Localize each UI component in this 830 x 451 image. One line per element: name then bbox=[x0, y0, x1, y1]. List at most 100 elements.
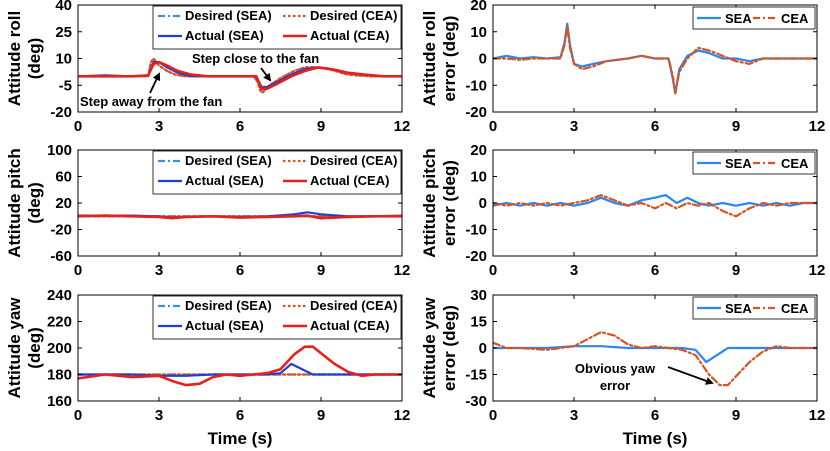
y-tick-label: 20 bbox=[55, 195, 72, 212]
x-tick-label: 9 bbox=[317, 118, 325, 135]
x-axis-label-right: Time (s) bbox=[623, 429, 688, 448]
x-tick-label: 0 bbox=[74, 118, 82, 135]
y-tick-label: -10 bbox=[465, 77, 487, 94]
legend-entry: Desired (CEA) bbox=[310, 8, 397, 23]
y-tick-label: -60 bbox=[50, 248, 72, 265]
series-group-pitch bbox=[78, 211, 402, 220]
y-tick-label: 160 bbox=[47, 393, 72, 410]
y-tick-label: 180 bbox=[47, 367, 72, 384]
legend-box bbox=[152, 295, 402, 340]
y-axis-label-line: error (deg) bbox=[440, 16, 459, 102]
legend-entry: Desired (SEA) bbox=[185, 298, 272, 313]
y-axis-label-line: Attitude yaw bbox=[5, 297, 24, 399]
series-line-cea bbox=[493, 25, 817, 95]
y-tick-label: 220 bbox=[47, 314, 72, 331]
legend-entry: Actual (CEA) bbox=[310, 318, 389, 333]
arrow-yaw-error bbox=[667, 366, 714, 385]
x-tick-label: 0 bbox=[74, 407, 82, 424]
x-tick-label: 3 bbox=[155, 262, 163, 279]
x-tick-label: 9 bbox=[317, 262, 325, 279]
series-line-actual-cea bbox=[78, 60, 402, 91]
legend-box bbox=[152, 5, 402, 50]
y-axis-label-line: (deg) bbox=[25, 327, 44, 369]
y-axis-label-line: Attitude roll bbox=[420, 11, 439, 106]
y-axis-label: Attitude roll(deg) bbox=[5, 11, 44, 106]
y-tick-label: 0 bbox=[479, 195, 487, 212]
x-tick-label: 6 bbox=[651, 262, 659, 279]
legend-entry: CEA bbox=[781, 11, 809, 26]
y-tick-label: -20 bbox=[465, 104, 487, 121]
x-tick-label: 6 bbox=[236, 407, 244, 424]
series-group-yaw bbox=[78, 345, 402, 387]
series-line-actual-cea bbox=[78, 345, 402, 387]
y-tick-label: -15 bbox=[465, 367, 487, 384]
legend-entry: SEA bbox=[725, 156, 752, 171]
y-tick-label: 240 bbox=[47, 287, 72, 304]
legend-entry: Desired (CEA) bbox=[310, 298, 397, 313]
y-tick-label: 200 bbox=[47, 340, 72, 357]
legend: SEA CEA bbox=[692, 151, 816, 175]
x-tick-label: 6 bbox=[651, 407, 659, 424]
legend-entry: Desired (SEA) bbox=[185, 153, 272, 168]
legend: Desired (SEA) Desired (CEA) Actual (SEA) Ac… bbox=[152, 5, 402, 50]
x-tick-label: 0 bbox=[489, 118, 497, 135]
legend-entry: Actual (SEA) bbox=[185, 173, 264, 188]
x-tick-label: 9 bbox=[732, 262, 740, 279]
series-group-roll bbox=[78, 57, 402, 94]
series-group-roll_err bbox=[493, 22, 817, 95]
arrow-step-away bbox=[149, 72, 161, 94]
x-tick-label: 0 bbox=[489, 407, 497, 424]
annotation-step-close: Step close to the fan bbox=[192, 51, 319, 66]
x-tick-label: 12 bbox=[394, 262, 411, 279]
legend-entry: SEA bbox=[725, 301, 752, 316]
y-axis-label: Attitude yaw(deg) bbox=[5, 297, 44, 399]
x-tick-label: 3 bbox=[570, 262, 578, 279]
x-tick-label: 12 bbox=[394, 118, 411, 135]
x-tick-label: 3 bbox=[155, 407, 163, 424]
x-tick-label: 9 bbox=[732, 118, 740, 135]
x-tick-label: 12 bbox=[809, 118, 826, 135]
x-tick-label: 9 bbox=[732, 407, 740, 424]
series-group-pitch_err bbox=[493, 194, 817, 218]
annotation-obvious-yaw: Obvious yaw bbox=[575, 361, 656, 376]
panel-yaw_err: 0 3 6 9 12 -30 -15 0 15 30 Attitude yawerror (deg)… bbox=[420, 287, 825, 424]
panel-roll: 0 3 6 9 12 -20 -5 10 25 40 Attitude roll(deg) Desir… bbox=[5, 0, 410, 135]
x-tick-label: 6 bbox=[236, 262, 244, 279]
y-axis-label-line: (deg) bbox=[25, 38, 44, 80]
y-tick-label: 30 bbox=[470, 287, 487, 304]
legend-entry: Desired (CEA) bbox=[310, 153, 397, 168]
y-tick-label: 10 bbox=[470, 24, 487, 41]
y-axis-label: Attitude pitch(deg) bbox=[5, 148, 44, 258]
y-axis-label-line: error (deg) bbox=[440, 305, 459, 391]
y-tick-label: 100 bbox=[47, 142, 72, 159]
legend-entry: SEA bbox=[725, 11, 752, 26]
x-tick-label: 9 bbox=[317, 407, 325, 424]
panel-pitch_err: 0 3 6 9 12 -20 -10 0 10 20 Attitude pitcherror (de… bbox=[420, 142, 825, 279]
series-line-cea bbox=[493, 331, 817, 387]
legend-entry: Actual (SEA) bbox=[185, 318, 264, 333]
legend-entry: Actual (CEA) bbox=[310, 173, 389, 188]
x-tick-label: 3 bbox=[570, 407, 578, 424]
y-axis-label-line: error (deg) bbox=[440, 160, 459, 246]
y-axis-label-line: Attitude roll bbox=[5, 11, 24, 106]
y-tick-label: -5 bbox=[59, 77, 72, 94]
x-tick-label: 0 bbox=[74, 262, 82, 279]
x-axis-label-left: Time (s) bbox=[208, 429, 273, 448]
x-tick-label: 3 bbox=[155, 118, 163, 135]
y-tick-label: 20 bbox=[470, 142, 487, 159]
annotation-step-away: Step away from the fan bbox=[80, 94, 222, 109]
y-tick-label: -10 bbox=[465, 222, 487, 239]
y-tick-label: 10 bbox=[470, 169, 487, 186]
panel-roll_err: 0 3 6 9 12 -20 -10 0 10 20 Attitude rollerror (deg… bbox=[420, 0, 825, 135]
y-tick-label: 60 bbox=[55, 169, 72, 186]
x-tick-label: 12 bbox=[809, 262, 826, 279]
y-axis-label-line: Attitude pitch bbox=[5, 148, 24, 258]
y-tick-label: -20 bbox=[50, 104, 72, 121]
y-axis-label: Attitude yawerror (deg) bbox=[420, 297, 459, 399]
series-line-sea bbox=[493, 345, 817, 364]
x-tick-label: 12 bbox=[394, 407, 411, 424]
series-line-cea bbox=[493, 194, 817, 218]
